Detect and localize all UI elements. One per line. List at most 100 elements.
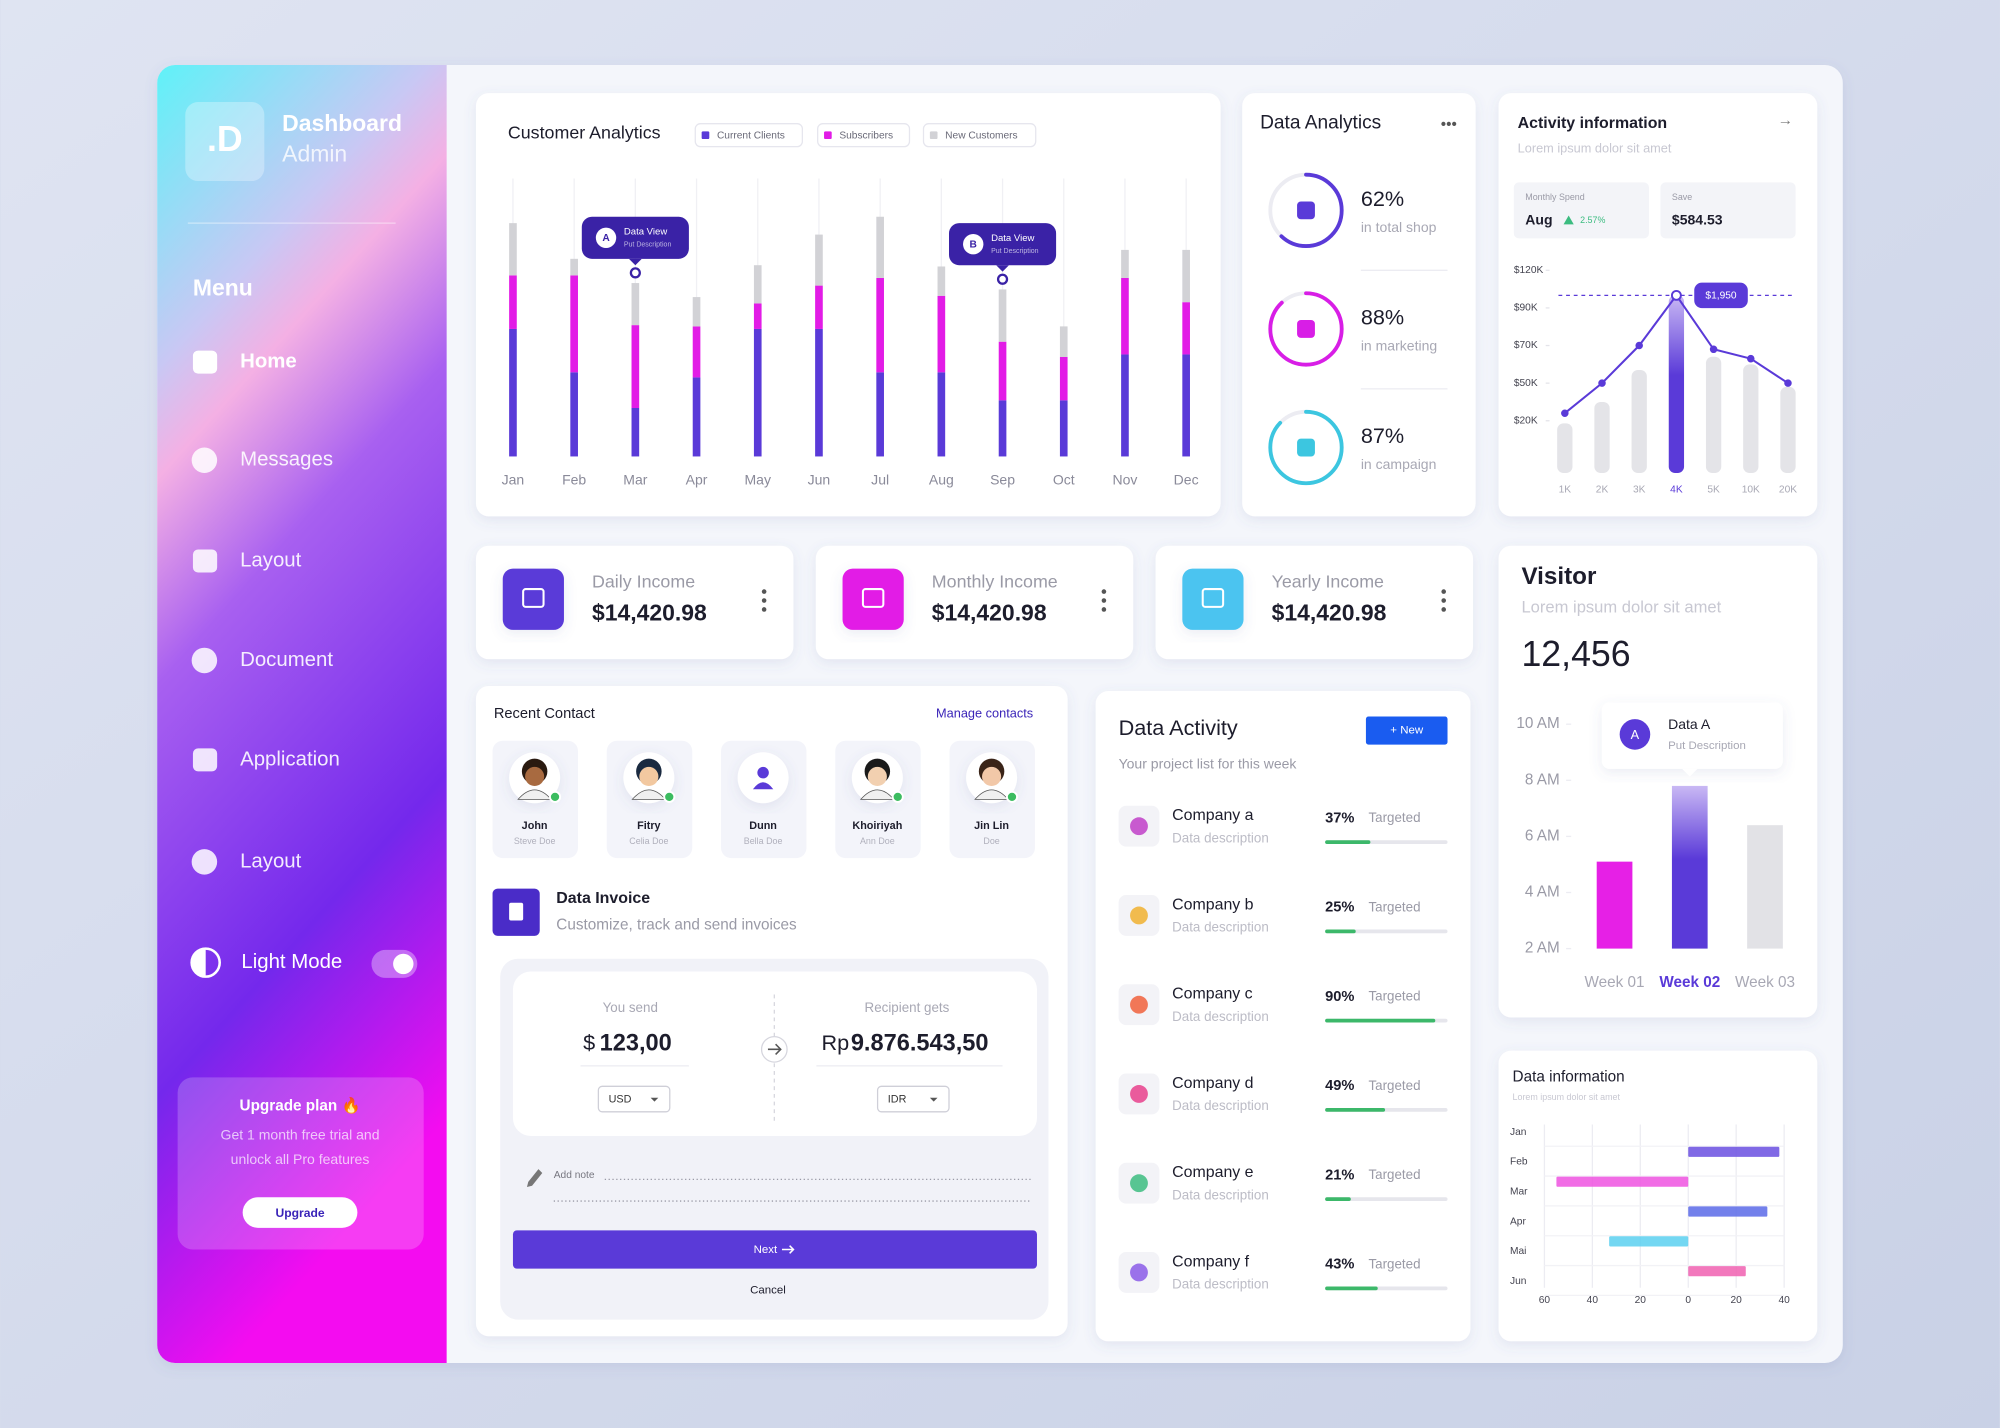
tooltip-badge	[595, 227, 617, 248]
income-amount: $14,420.98	[592, 600, 707, 626]
bar-segment	[1182, 302, 1190, 355]
bar-segment	[1121, 354, 1129, 457]
menu-item[interactable]: Layout	[240, 850, 302, 872]
company-icon-glyph	[1130, 995, 1148, 1014]
contact-name: Dunn	[749, 820, 777, 832]
legend-swatch	[701, 131, 710, 139]
menu-item[interactable]: Home	[240, 350, 297, 372]
legend-label: New Customers	[945, 130, 1017, 141]
card-subtitle: Your project list for this week	[1119, 756, 1298, 772]
next-button[interactable]	[512, 1230, 1037, 1269]
currency-code[interactable]: IDR	[888, 1094, 907, 1106]
bar	[1780, 386, 1796, 474]
progress-fill	[1325, 1286, 1378, 1291]
bar-segment	[509, 328, 517, 457]
tooltip-pointer	[996, 265, 1009, 272]
upgrade-text: Get 1 month free trial and	[221, 1127, 380, 1143]
menu-item[interactable]: Layout	[240, 549, 302, 571]
currency-select[interactable]	[597, 1085, 671, 1113]
logo-box	[185, 102, 265, 182]
company-icon-glyph	[1130, 1263, 1148, 1282]
invoice-subtitle: Customize, track and send invoices	[556, 917, 797, 934]
ring-progress	[1268, 291, 1344, 367]
bar	[1596, 861, 1633, 949]
progress-fill	[1325, 1018, 1436, 1023]
y-tick-label: Jun	[1510, 1276, 1526, 1287]
income-icon-glyph	[1201, 588, 1225, 608]
income-icon	[502, 568, 564, 630]
note-placeholder[interactable]: Add note	[554, 1170, 595, 1181]
sidebar	[157, 65, 447, 1363]
more-dot	[1441, 589, 1446, 594]
cancel-label[interactable]: Cancel	[750, 1284, 786, 1296]
bar	[1557, 423, 1573, 474]
more-dot	[761, 598, 767, 603]
stat-label: Save	[1672, 192, 1692, 202]
ring-icon	[1297, 320, 1315, 338]
chart-subtitle: Lorem ipsum dolor sit amet	[1521, 598, 1721, 617]
upgrade-button[interactable]	[242, 1197, 358, 1228]
send-label: You send	[603, 1000, 658, 1015]
tooltip-title: Data View	[624, 227, 667, 238]
menu-item[interactable]: Application	[240, 748, 340, 770]
upgrade-button-label[interactable]: Upgrade	[275, 1206, 324, 1220]
x-tick-label: 4K	[1670, 484, 1683, 495]
x-tick-label: 40	[1778, 1295, 1790, 1306]
bar	[1609, 1236, 1689, 1247]
menu-item[interactable]: Document	[240, 649, 333, 671]
receive-label: Recipient gets	[865, 1000, 950, 1015]
y-tick-label: 4 AM	[1525, 884, 1560, 901]
menu-item[interactable]: Messages	[240, 449, 333, 471]
point-marker	[629, 267, 641, 279]
more-dot	[1441, 598, 1446, 603]
bar	[1743, 364, 1759, 474]
company-description: Data description	[1172, 1098, 1269, 1113]
x-tick-label: May	[745, 471, 771, 487]
income-title: Monthly Income	[932, 571, 1058, 591]
tooltip-text: Put Description	[624, 242, 672, 249]
ring-progress	[1268, 172, 1344, 248]
income-icon	[842, 568, 904, 630]
new-button[interactable]	[1365, 716, 1448, 745]
y-tick-label: 10 AM	[1516, 715, 1559, 732]
tooltip-text: Put Description	[991, 248, 1039, 255]
menu-title: Menu	[193, 274, 253, 300]
x-tick-label: Jul	[871, 471, 889, 487]
stat-value: Aug	[1525, 211, 1552, 227]
ring-icon	[1297, 201, 1315, 220]
company-icon-glyph	[1130, 1174, 1148, 1193]
ring-value: 62%	[1361, 186, 1404, 211]
bar-segment	[1182, 249, 1190, 303]
manage-link[interactable]: Manage contacts	[936, 705, 1033, 720]
bar-segment	[998, 341, 1007, 401]
bar	[1688, 1266, 1746, 1277]
bar-segment	[937, 295, 946, 373]
more-menu[interactable]: •••	[1441, 116, 1457, 133]
income-title: Daily Income	[592, 571, 695, 591]
contact-sub: Ann Doe	[860, 836, 895, 846]
select-caret	[650, 1097, 659, 1102]
x-tick-label: Mar	[623, 471, 647, 487]
point-marker	[996, 273, 1009, 285]
invoice-title: Data Invoice	[556, 890, 650, 907]
bar	[1631, 369, 1647, 474]
tooltip-title: Data View	[991, 233, 1034, 244]
x-tick-label: Feb	[562, 471, 586, 487]
y-tick-label: Apr	[1510, 1216, 1526, 1227]
company-description: Data description	[1172, 1009, 1269, 1024]
progress-status: Targeted	[1368, 1167, 1420, 1182]
line-point	[1635, 341, 1643, 350]
new-button-label[interactable]: + New	[1390, 725, 1424, 737]
company-icon-glyph	[1130, 817, 1148, 836]
income-title: Yearly Income	[1272, 571, 1384, 591]
x-tick-label: 20K	[1779, 484, 1797, 495]
currency-select[interactable]	[876, 1085, 950, 1113]
open-arrow[interactable]: →	[1778, 112, 1793, 129]
tooltip-badge-label: A	[1631, 727, 1640, 742]
currency-code[interactable]: USD	[609, 1094, 632, 1106]
company-description: Data description	[1172, 1277, 1269, 1292]
menu-icon	[191, 849, 218, 875]
bar	[1688, 1206, 1768, 1217]
next-label[interactable]: Next	[754, 1244, 778, 1256]
